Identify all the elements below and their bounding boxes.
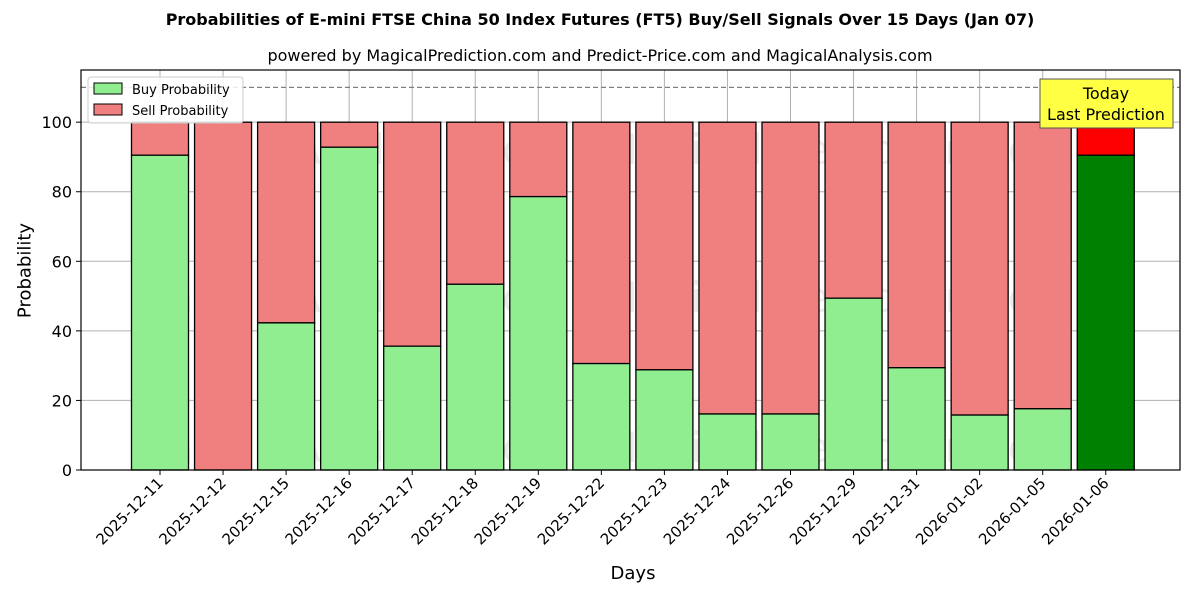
y-axis-ticks: 0 20 40 60 80 100 (41, 113, 81, 480)
sell-bar (887, 121, 946, 369)
svg-text:2025-12-11: 2025-12-11 (92, 474, 166, 548)
today-annotation: Today Last Prediction (1039, 78, 1174, 129)
sell-bar (572, 121, 631, 365)
buy-bar (761, 413, 820, 471)
y-axis-label: Probability (14, 222, 36, 319)
svg-text:60: 60 (52, 252, 72, 271)
buy-bar (130, 154, 190, 471)
sell-bar (635, 121, 694, 371)
buy-bar (383, 345, 442, 471)
sell-bar (383, 121, 442, 347)
sell-bar (824, 121, 883, 299)
sell-bar (193, 121, 253, 471)
svg-text:80: 80 (52, 183, 72, 202)
buy-bar (887, 367, 946, 471)
svg-text:2025-12-24: 2025-12-24 (660, 474, 734, 548)
buy-bar (572, 362, 631, 471)
svg-text:2026-01-05: 2026-01-05 (975, 474, 1049, 548)
svg-text:0: 0 (62, 461, 72, 480)
buy-bar (698, 413, 757, 471)
legend-sell: Sell Probability (132, 104, 229, 119)
bars (130, 121, 1135, 471)
legend: Buy Probability Sell Probability (87, 76, 244, 124)
sell-bar (130, 121, 190, 156)
buy-bar (950, 414, 1009, 471)
buy-bar (1013, 408, 1072, 471)
svg-text:2026-01-06: 2026-01-06 (1038, 474, 1112, 548)
plot-frame (80, 69, 1181, 471)
sell-bar (1013, 121, 1072, 410)
sell-bar (256, 121, 316, 324)
sell-bar (950, 121, 1009, 416)
buy-bar (635, 369, 694, 471)
svg-text:100: 100 (41, 113, 72, 132)
sell-bar (509, 121, 568, 198)
chart-subtitle: powered by MagicalPrediction.com and Pre… (267, 46, 933, 65)
buy-bar (256, 322, 316, 471)
svg-text:2025-12-17: 2025-12-17 (345, 474, 419, 548)
svg-text:Last Prediction: Last Prediction (1047, 105, 1165, 124)
legend-buy: Buy Probability (132, 83, 230, 98)
svg-text:2025-12-18: 2025-12-18 (408, 474, 482, 548)
buy-bar (319, 146, 379, 471)
sell-bar (446, 121, 505, 285)
buy-bar (1076, 154, 1135, 471)
svg-text:2025-12-26: 2025-12-26 (723, 474, 797, 548)
sell-bar (698, 121, 757, 415)
buy-bar (446, 283, 505, 471)
x-axis-ticks: 2025-12-112025-12-122025-12-152025-12-16… (92, 470, 1113, 548)
buy-bar (824, 297, 883, 471)
sell-bar (761, 121, 820, 415)
chart-title: Probabilities of E-mini FTSE China 50 In… (165, 10, 1035, 29)
svg-text:Today: Today (1082, 84, 1129, 103)
x-axis-label: Days (610, 563, 656, 584)
buy-bar (509, 195, 568, 471)
svg-text:20: 20 (52, 391, 72, 410)
svg-text:40: 40 (52, 322, 72, 341)
sell-bar (319, 121, 379, 148)
